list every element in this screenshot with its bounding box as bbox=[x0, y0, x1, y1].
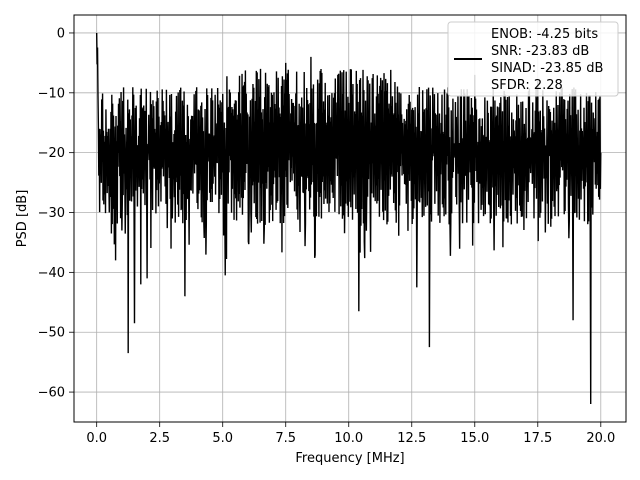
legend-sinad: SINAD: -23.85 dB bbox=[491, 61, 603, 76]
x-tick-label: 17.5 bbox=[523, 431, 552, 446]
x-tick-label: 7.5 bbox=[275, 431, 296, 446]
x-tick-label: 20.0 bbox=[586, 431, 615, 446]
legend-snr: SNR: -23.83 dB bbox=[491, 44, 589, 59]
x-tick-label: 2.5 bbox=[149, 431, 170, 446]
y-axis-ticks: 0 −10 −20 −30 −40 −50 −60 bbox=[38, 26, 74, 401]
legend-sfdr: SFDR: 2.28 bbox=[491, 78, 563, 93]
x-axis-label: Frequency [MHz] bbox=[295, 451, 404, 466]
y-tick-label: −20 bbox=[38, 146, 65, 161]
x-tick-label: 5.0 bbox=[212, 431, 233, 446]
axes-frame bbox=[73, 14, 627, 423]
x-tick-label: 0.0 bbox=[86, 431, 107, 446]
y-tick-label: −50 bbox=[38, 326, 65, 341]
y-tick-label: −60 bbox=[38, 386, 65, 401]
y-tick-label: −10 bbox=[38, 86, 65, 101]
x-tick-label: 10.0 bbox=[334, 431, 363, 446]
y-tick-label: −40 bbox=[38, 266, 65, 281]
legend-box bbox=[447, 21, 619, 97]
x-tick-label: 12.5 bbox=[397, 431, 426, 446]
y-axis-label: PSD [dB] bbox=[15, 190, 30, 248]
legend: ENOB: -4.25 bits SNR: -23.83 dB SINAD: -… bbox=[447, 21, 619, 97]
x-tick-label: 15.0 bbox=[460, 431, 489, 446]
y-tick-label: −30 bbox=[38, 206, 65, 221]
y-tick-label: 0 bbox=[57, 26, 65, 41]
x-axis-ticks: 0.0 2.5 5.0 7.5 10.0 12.5 15.0 17.5 20.0 bbox=[86, 422, 615, 446]
legend-enob: ENOB: -4.25 bits bbox=[491, 27, 598, 42]
